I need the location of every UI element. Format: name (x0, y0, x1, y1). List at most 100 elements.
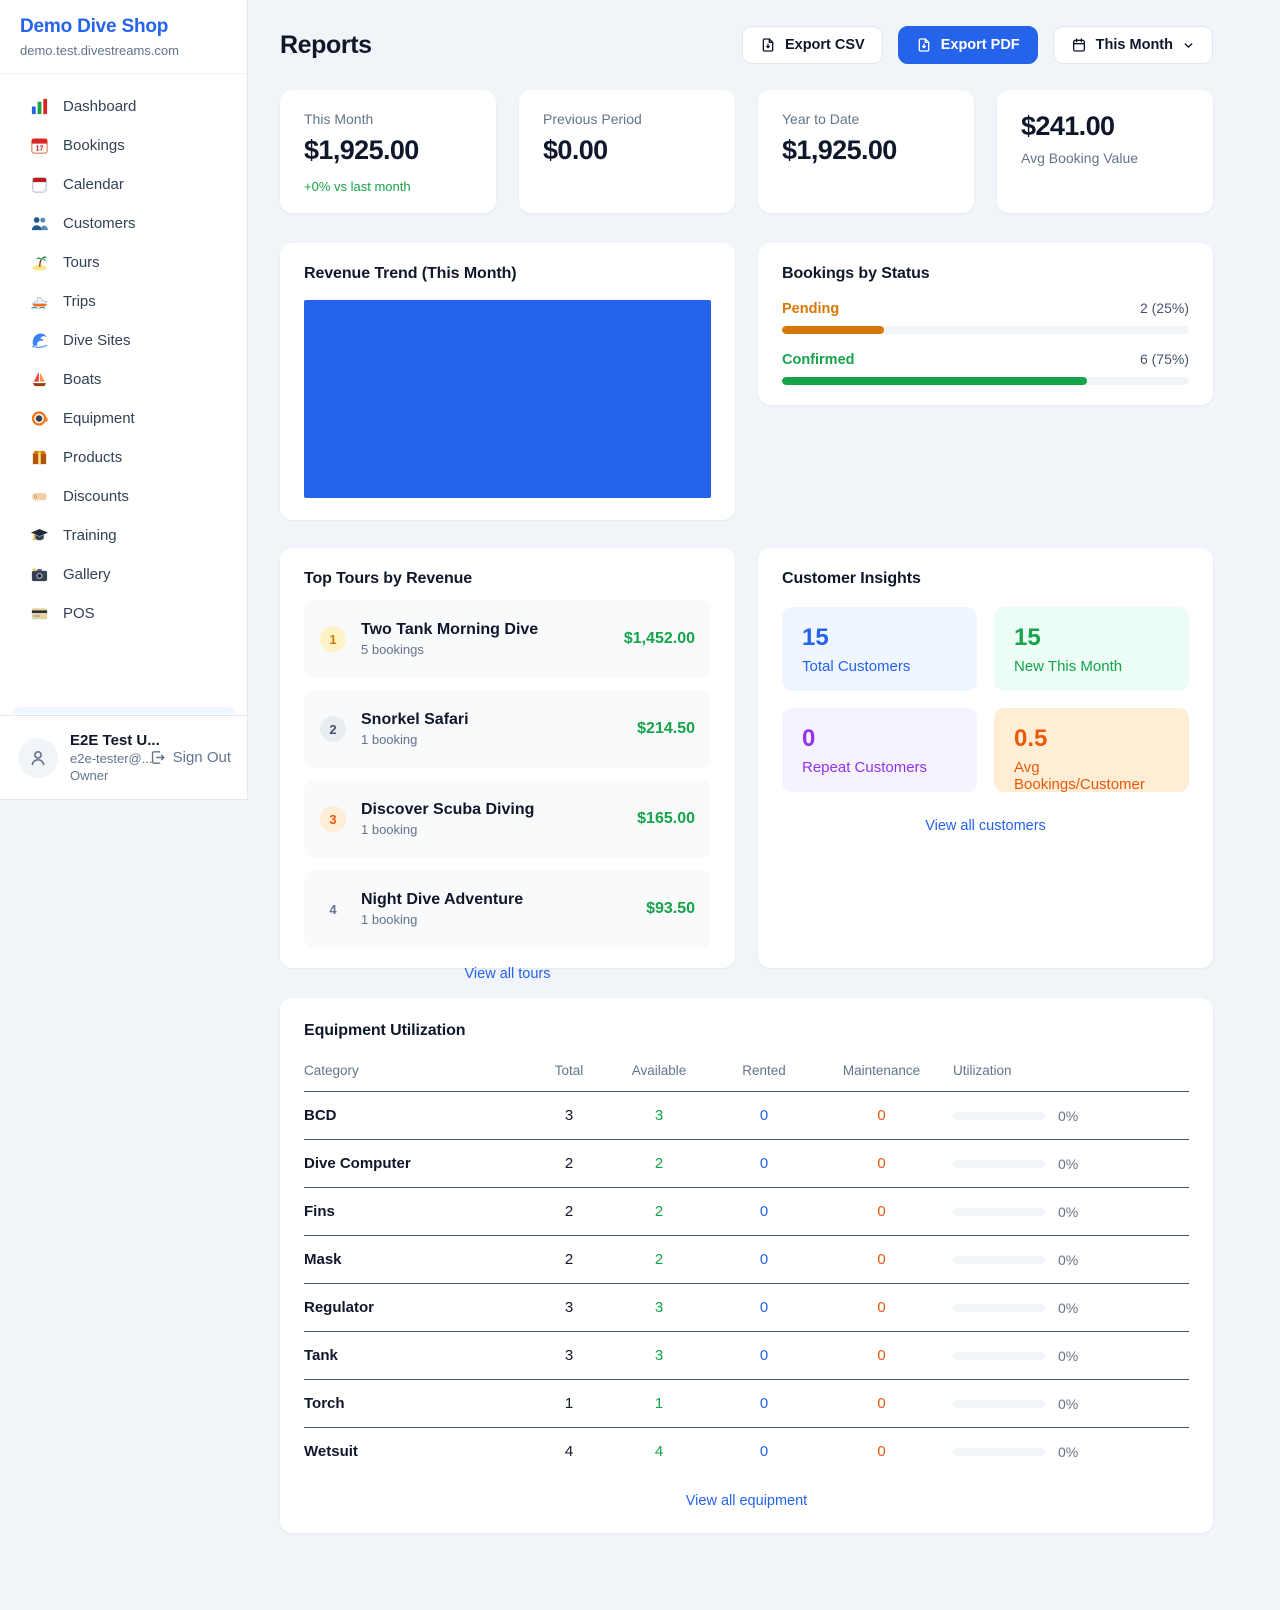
stat-cards: This Month $1,925.00 +0% vs last month P… (280, 90, 1213, 213)
tour-row: 2 Snorkel Safari 1 booking $214.50 (304, 690, 711, 768)
available-cell: 1 (604, 1379, 714, 1428)
file-download-icon (916, 37, 932, 53)
column-header-utilization: Utilization (949, 1053, 1189, 1092)
sidebar-item-equipment[interactable]: Equipment (12, 399, 235, 438)
stat-value: $1,925.00 (782, 135, 897, 165)
available-cell: 4 (654, 1443, 664, 1460)
rented-cell: 0 (714, 1331, 814, 1380)
sidebar-item-training[interactable]: Training (12, 516, 235, 555)
insight-value: 15 (802, 624, 829, 651)
svg-text:17: 17 (36, 145, 44, 153)
sidebar-item-calendar[interactable]: Calendar (12, 165, 235, 204)
category-cell: Mask (304, 1235, 534, 1284)
table-row: Mask 2 2 0 0 0% (304, 1235, 1189, 1284)
rented-cell: 0 (714, 1379, 814, 1428)
sidebar-item-label: Boats (63, 371, 102, 388)
sidebar-item-boats[interactable]: Boats (12, 360, 235, 399)
sidebar-item-customers[interactable]: Customers (12, 204, 235, 243)
customer-insights-title: Customer Insights (782, 570, 921, 587)
view-all-equipment-link[interactable]: View all equipment (685, 1493, 808, 1509)
utilization-bar (953, 1447, 1045, 1456)
sidebar-item-tours[interactable]: Tours (12, 243, 235, 282)
camera-icon (30, 565, 49, 584)
sign-out-button[interactable]: Sign Out (149, 749, 231, 766)
sidebar-item-products[interactable]: Products (12, 438, 235, 477)
table-row: Wetsuit 4 4 0 0 0% (304, 1428, 1189, 1476)
view-all-tours-link[interactable]: View all tours (464, 966, 551, 982)
stat-value: $241.00 (1021, 111, 1115, 141)
revenue-trend-title: Revenue Trend (This Month) (304, 265, 517, 282)
sidebar-item-dashboard[interactable]: Dashboard (12, 87, 235, 126)
sidebar-item-gallery[interactable]: Gallery (12, 555, 235, 594)
user-email: e2e-tester@... (70, 751, 153, 766)
sidebar-item-label: Gallery (63, 566, 111, 583)
maintenance-cell: 0 (814, 1187, 949, 1236)
period-dropdown[interactable]: This Month (1052, 26, 1213, 64)
table-row: Dive Computer 2 2 0 0 0% (304, 1139, 1189, 1188)
view-all-customers-link[interactable]: View all customers (925, 818, 1046, 834)
maintenance-cell: 0 (814, 1139, 949, 1188)
category-cell: Wetsuit (304, 1443, 358, 1460)
export-csv-button[interactable]: Export CSV (741, 26, 883, 64)
status-count: 2 (25%) (1139, 300, 1189, 316)
tour-bookings-count: 5 bookings (361, 642, 424, 657)
maintenance-cell: 0 (814, 1379, 949, 1428)
insight-value: 0 (802, 725, 816, 752)
utilization-percent: 0% (1058, 1251, 1079, 1268)
dive-mask-icon (30, 409, 49, 428)
table-row: Torch 1 1 0 0 0% (304, 1379, 1189, 1428)
chevron-down-icon (1182, 39, 1195, 52)
equipment-table-header: Category Total Available Rented Maintena… (304, 1053, 1189, 1092)
bookings-by-status-title: Bookings by Status (782, 265, 930, 282)
total-cell: 2 (534, 1139, 604, 1188)
column-header-total: Total (534, 1053, 604, 1092)
sidebar-item-label: POS (63, 605, 95, 622)
stat-label: Avg Booking Value (1021, 150, 1139, 166)
tour-name: Two Tank Morning Dive (361, 621, 539, 638)
category-cell: Regulator (304, 1283, 534, 1332)
customer-insights-card: Customer Insights 15 Total Customers 15 … (758, 548, 1213, 968)
column-header-available: Available (604, 1053, 714, 1092)
total-cell: 2 (534, 1235, 604, 1284)
stat-label: Previous Period (543, 111, 642, 127)
total-cell: 3 (534, 1091, 604, 1140)
sidebar-item-pos[interactable]: POS (12, 594, 235, 633)
sidebar-item-label: Bookings (63, 137, 125, 154)
sidebar-item-label: Trips (63, 293, 96, 310)
utilization-bar (953, 1399, 1045, 1408)
total-cell: 2 (534, 1187, 604, 1236)
shop-domain: demo.test.divestreams.com (20, 43, 179, 58)
maintenance-cell: 0 (814, 1331, 949, 1380)
sidebar-item-label: Equipment (63, 410, 135, 427)
sidebar-item-dive-sites[interactable]: Dive Sites (12, 321, 235, 360)
bar-chart-icon (30, 97, 49, 116)
table-row: BCD 3 3 0 0 0% (304, 1091, 1189, 1140)
insight-label: Repeat Customers (802, 759, 928, 776)
sidebar-item-label: Training (63, 527, 117, 544)
available-cell: 3 (604, 1091, 714, 1140)
tour-revenue: $165.00 (637, 810, 695, 827)
tour-name: Discover Scuba Diving (361, 801, 535, 818)
avatar (18, 737, 58, 778)
credit-card-icon (30, 604, 49, 623)
status-bar-fill (782, 377, 1088, 385)
sidebar-item-bookings[interactable]: 17 Bookings (12, 126, 235, 165)
sidebar-item-trips[interactable]: Trips (12, 282, 235, 321)
export-pdf-button[interactable]: Export PDF (897, 26, 1038, 64)
table-row: Tank 3 3 0 0 0% (304, 1331, 1189, 1380)
available-cell: 2 (604, 1139, 714, 1188)
rank-badge: 1 (320, 626, 346, 652)
maintenance-cell: 0 (814, 1091, 949, 1140)
brand-block: Demo Dive Shop demo.test.divestreams.com (0, 0, 247, 74)
utilization-bar (953, 1111, 1045, 1120)
insight-tile-repeat-customers: 0 Repeat Customers (782, 708, 977, 792)
sidebar-item-reports-active-partial[interactable] (12, 707, 235, 714)
file-download-icon (760, 37, 776, 53)
utilization-percent: 0% (1058, 1107, 1079, 1124)
stat-label: This Month (304, 111, 374, 127)
graduation-cap-icon (30, 526, 49, 545)
stat-card-this-month: This Month $1,925.00 +0% vs last month (280, 90, 496, 213)
utilization-percent: 0% (1058, 1443, 1079, 1460)
utilization-bar (953, 1351, 1045, 1360)
sidebar-item-discounts[interactable]: Discounts (12, 477, 235, 516)
